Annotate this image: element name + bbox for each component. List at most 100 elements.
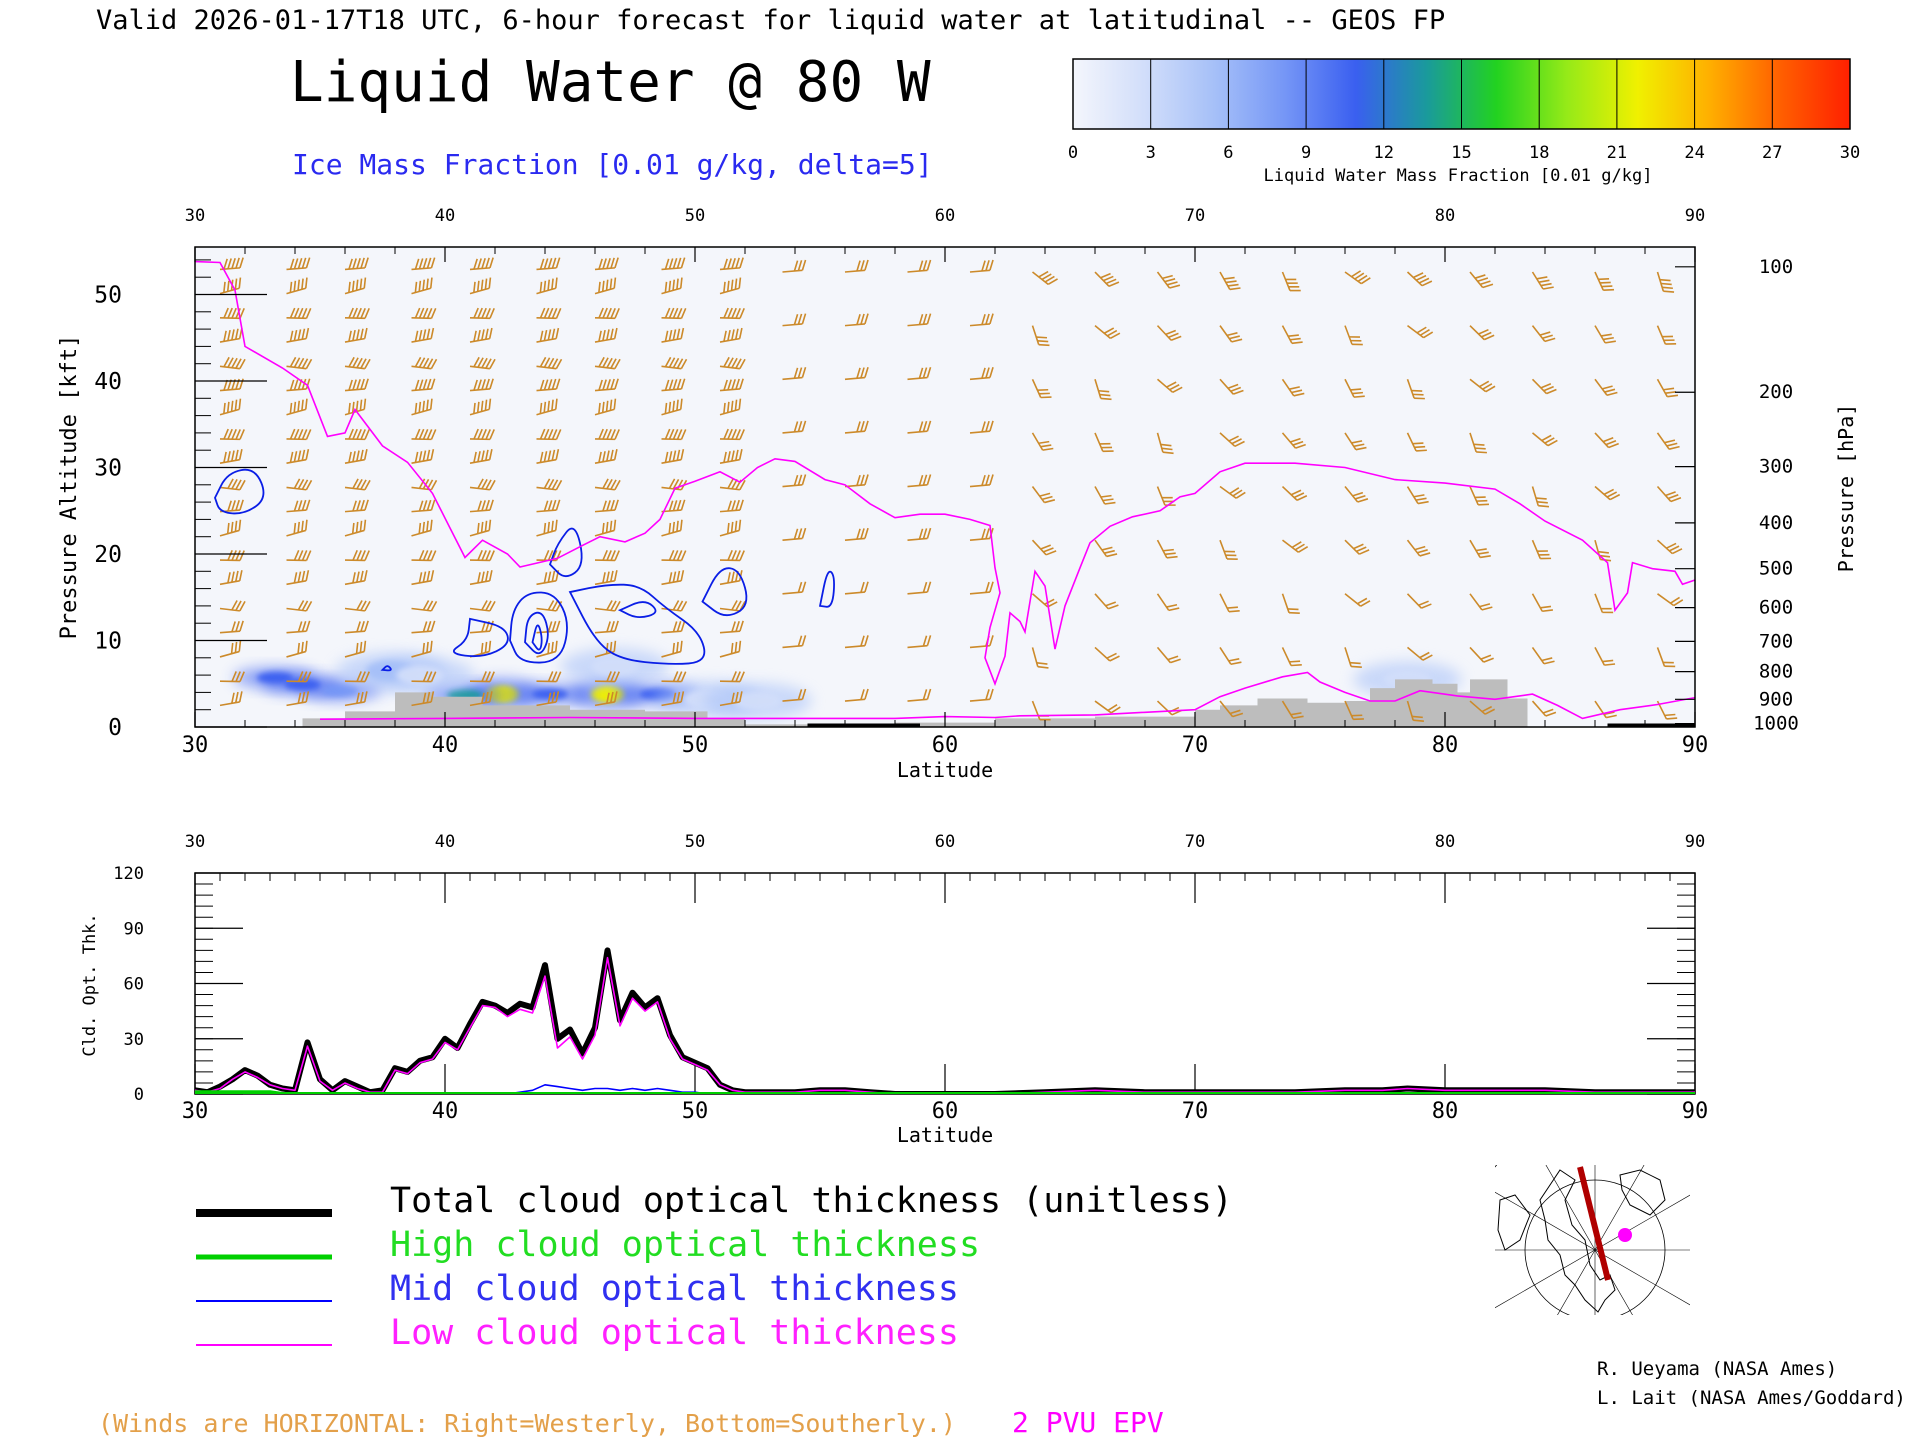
- wind-barb-feather: [1538, 279, 1550, 283]
- wind-barb: [1156, 325, 1182, 341]
- wind-barb-feather: [418, 549, 425, 561]
- wind-barb-feather: [598, 428, 604, 440]
- wind-barb-feather: [1535, 497, 1547, 500]
- wind-barb-feather: [606, 671, 612, 682]
- wind-barb: [844, 474, 869, 488]
- wind-barb: [782, 581, 807, 595]
- wind-barb-feather: [359, 691, 364, 703]
- wind-barb: [1594, 700, 1617, 719]
- wind-barb-feather: [551, 671, 558, 682]
- wind-barb-feather: [477, 500, 482, 512]
- wind-barb: [594, 448, 618, 464]
- wind-barb: [469, 307, 495, 320]
- optical-thickness-lines: [195, 947, 1695, 1094]
- wind-barb: [1594, 271, 1615, 292]
- wind-barb-feather: [1659, 278, 1671, 282]
- wind-barb-feather: [551, 358, 559, 369]
- legend-label-mid: Mid cloud optical thickness: [390, 1269, 959, 1309]
- wind-barb-feather: [734, 520, 738, 532]
- wind-barb: [411, 600, 438, 612]
- wind-barb-feather: [606, 379, 611, 390]
- wind-barb-feather: [727, 379, 732, 391]
- wind-barb: [1531, 539, 1552, 560]
- wind-barb-feather: [723, 451, 727, 463]
- wind-barb: [1282, 539, 1309, 553]
- wind-barb-feather: [430, 499, 436, 511]
- wind-barb-feather: [610, 479, 617, 490]
- wind-barb-feather: [1044, 275, 1055, 283]
- wind-barb: [219, 570, 243, 586]
- wind-barb-feather: [481, 329, 485, 341]
- wind-barb-feather: [1225, 554, 1237, 557]
- wind-barb-feather: [1422, 654, 1433, 661]
- wind-barb-feather: [1668, 445, 1680, 450]
- wind-barb: [286, 570, 310, 586]
- wind-barb-feather: [735, 358, 742, 369]
- colorbar-tick-label: 30: [1840, 143, 1860, 163]
- wind-barb-feather: [429, 398, 433, 410]
- wind-barb-feather: [1040, 396, 1052, 399]
- wind-barb-feather: [1235, 491, 1246, 499]
- wind-barb-feather: [727, 478, 734, 489]
- wind-barb: [1219, 432, 1245, 448]
- wind-barb-feather: [426, 499, 432, 511]
- wind-barb: [344, 519, 367, 537]
- wind-barb-feather: [539, 330, 544, 342]
- liquid-water-core: [321, 685, 359, 697]
- wind-barb-feather: [1484, 708, 1496, 715]
- wind-barb-feather: [551, 479, 559, 490]
- wind-barb-feather: [430, 429, 437, 440]
- wind-barb-feather: [1537, 550, 1548, 553]
- wind-barb-feather: [356, 692, 360, 704]
- wind-barb-feather: [1541, 657, 1553, 662]
- wind-barb-feather: [668, 258, 674, 270]
- wind-barb-feather: [926, 527, 932, 539]
- wind-barb-feather: [672, 329, 677, 341]
- wind-barb: [536, 307, 562, 320]
- wind-barb-feather: [363, 448, 368, 460]
- wind-barb-feather: [477, 329, 481, 341]
- wind-barb-feather: [1413, 494, 1425, 498]
- wind-barb-feather: [1604, 663, 1616, 666]
- wind-barb-feather: [481, 571, 485, 583]
- wind-barb-feather: [602, 357, 609, 368]
- colorbar-tick-label: 3: [1146, 143, 1156, 163]
- wind-barb-feather: [355, 279, 359, 291]
- wind-barb-feather: [793, 367, 799, 379]
- wind-barb-feather: [989, 366, 994, 378]
- wind-barb-feather: [234, 449, 239, 461]
- wind-barb-feather: [356, 307, 362, 319]
- wind-barb-feather: [418, 500, 424, 512]
- wind-barb-feather: [234, 570, 239, 582]
- wind-barb-feather: [860, 689, 865, 700]
- wind-barb-feather: [426, 671, 433, 682]
- wind-barb-feather: [676, 358, 684, 369]
- wind-barb-feather: [606, 600, 613, 611]
- wind-barb-feather: [293, 280, 297, 292]
- wind-barb-feather: [297, 621, 303, 633]
- wind-barb-feather: [1538, 504, 1550, 508]
- wind-barb-feather: [485, 257, 490, 269]
- wind-barb-feather: [606, 478, 613, 490]
- wind-barb: [969, 366, 994, 381]
- wind-barb-feather: [227, 307, 233, 319]
- wind-barb: [594, 519, 617, 537]
- wind-barb-feather: [727, 329, 731, 341]
- wind-barb-feather: [864, 688, 869, 700]
- wind-barb-feather: [1544, 437, 1555, 444]
- wind-barb-feather: [293, 451, 298, 462]
- wind-barb-feather: [418, 280, 422, 292]
- wind-barb-feather: [1350, 388, 1362, 391]
- wind-barb-feather: [610, 671, 616, 682]
- wind-barb-feather: [676, 278, 679, 290]
- wind-barb-feather: [355, 400, 359, 412]
- wind-barb-feather: [363, 570, 368, 581]
- wind-barb-feather: [864, 420, 869, 432]
- wind-barb-feather: [543, 307, 550, 319]
- wind-barb-feather: [676, 600, 684, 611]
- wind-barb: [344, 257, 369, 271]
- wind-barb: [469, 499, 494, 513]
- wind-barb-feather: [1285, 278, 1297, 281]
- wind-barb-feather: [235, 358, 242, 369]
- wind-barb-feather: [1606, 391, 1618, 397]
